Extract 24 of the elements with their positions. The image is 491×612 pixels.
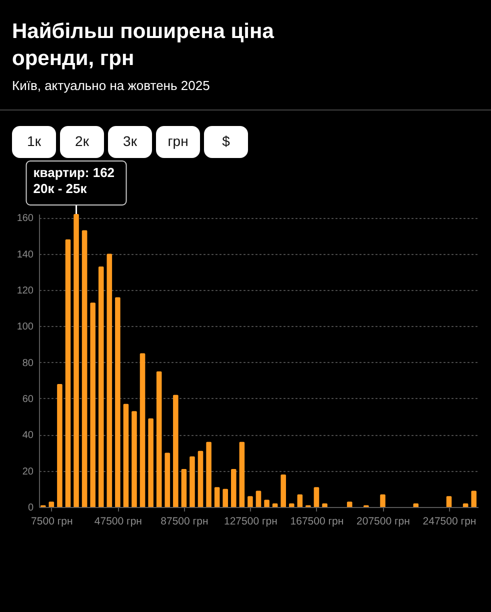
- y-tick-label: 60: [22, 394, 34, 405]
- y-tick-label: 120: [16, 285, 34, 296]
- chart-title: Найбільш поширена ціна оренди, грн: [12, 20, 274, 70]
- text: $: [222, 133, 230, 149]
- x-tick-label: 87500 грн: [160, 516, 208, 528]
- annotation: квартир: 162 20к - 25к: [33, 165, 115, 196]
- x-tick-label: 247500 грн: [422, 516, 476, 528]
- y-tick-label: 40: [22, 430, 34, 442]
- y-tick-label: 0: [28, 502, 34, 514]
- y-tick-label: 80: [22, 358, 34, 369]
- y-tick-label: 160: [16, 213, 34, 224]
- x-tick-label: 7500 грн: [31, 516, 73, 528]
- x-tick-label: 127500 грн: [224, 516, 278, 528]
- text: 3к: [123, 133, 138, 149]
- y-tick-label: 20: [22, 466, 34, 478]
- text: 2к: [75, 133, 90, 149]
- text: 1к: [27, 133, 42, 149]
- x-tick-label: 47500 грн: [94, 516, 142, 528]
- text: грн: [168, 133, 188, 149]
- y-tick-label: 100: [16, 322, 34, 333]
- chart-subtitle: Київ, актуально на жовтень 2025: [12, 78, 210, 93]
- x-tick-label: 167500 грн: [290, 516, 344, 528]
- x-tick-label: 207500 грн: [356, 516, 410, 528]
- y-tick-label: 140: [16, 249, 34, 260]
